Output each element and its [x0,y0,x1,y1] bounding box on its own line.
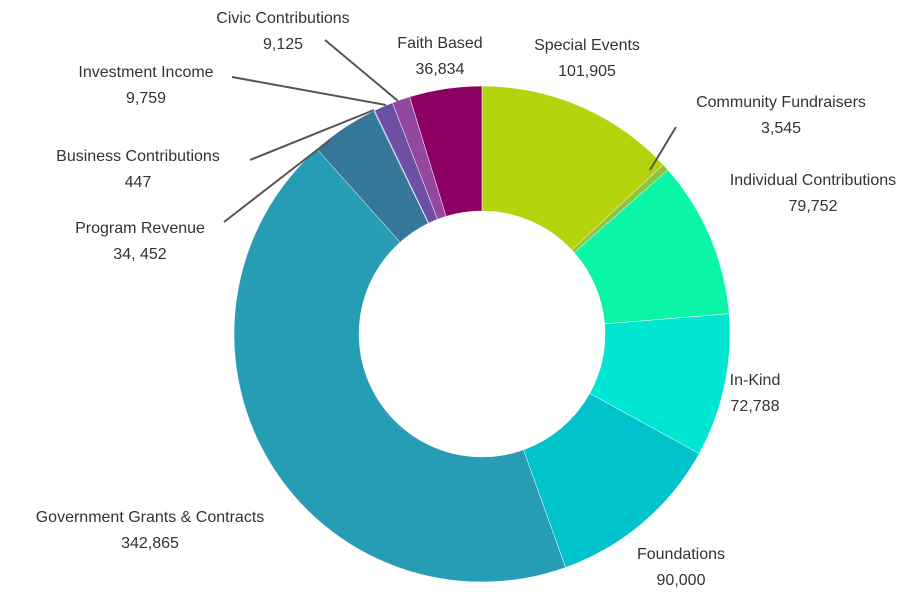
slice-label: Special Events [534,37,640,54]
slice-label: In-Kind [730,372,781,389]
slice-value: 3,545 [761,120,801,137]
leader-line [324,39,399,102]
leader-line [231,76,387,106]
donut-slice [409,85,483,217]
slice-value: 90,000 [657,572,706,589]
slice-value: 34, 452 [113,246,166,263]
slice-value: 101,905 [558,63,616,80]
slice-label: Investment Income [78,64,213,81]
slice-value: 9,759 [126,90,166,107]
leader-line [249,109,375,161]
slice-value: 79,752 [789,198,838,215]
leader-line [649,126,677,171]
slice-label: Foundations [637,546,725,563]
slice-label: Government Grants & Contracts [36,509,265,526]
slice-value: 36,834 [416,61,465,78]
slice-value: 342,865 [121,535,179,552]
donut-slice [233,148,566,583]
donut-slice [481,85,664,251]
slice-value: 9,125 [263,36,303,53]
slice-value: 72,788 [731,398,780,415]
slice-label: Community Fundraisers [696,94,866,111]
slice-label: Individual Contributions [730,172,896,189]
leader-line [223,139,331,223]
slice-label: Business Contributions [56,148,220,165]
slice-value: 447 [125,174,152,191]
leader-lines [223,39,677,223]
slice-label: Faith Based [397,35,482,52]
slice-label: Civic Contributions [216,10,349,27]
slice-label: Program Revenue [75,220,205,237]
